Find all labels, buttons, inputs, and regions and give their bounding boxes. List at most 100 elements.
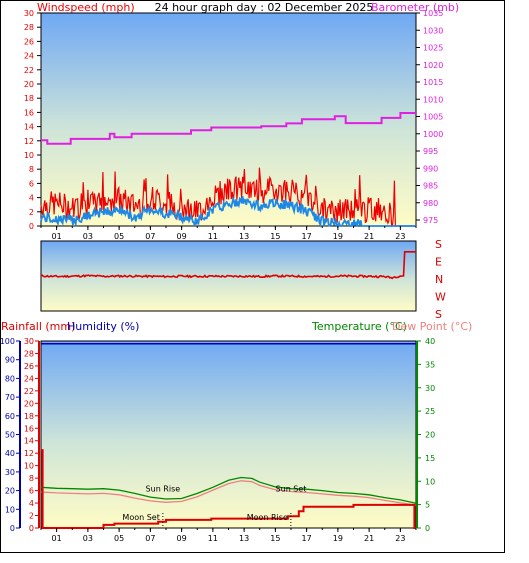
baro-y-tick-label: 1000 xyxy=(423,130,443,139)
thr-x-tick-label: 03 xyxy=(83,534,93,543)
baro-y-tick-label: 1005 xyxy=(423,113,443,122)
rainfall-y-tick-label: 30 xyxy=(24,337,34,346)
temperature-y-tick-label: 0 xyxy=(425,524,430,533)
temperature-y-tick-label: 35 xyxy=(425,360,435,369)
thr-x-tick-label: 13 xyxy=(239,534,249,543)
rainfall-y-tick-label: 2 xyxy=(29,512,34,521)
temperature-y-tick-label: 25 xyxy=(425,407,435,416)
wind-y-tick-label: 22 xyxy=(24,66,34,75)
baro-y-tick-label: 995 xyxy=(423,147,438,156)
rainfall-y-tick-label: 18 xyxy=(24,412,34,421)
wind-x-tick-label: 21 xyxy=(364,232,374,241)
temperature-y-tick-label: 10 xyxy=(425,477,435,486)
humidity-y-tick-label: 0 xyxy=(10,524,15,533)
wind-direction-line xyxy=(40,251,416,280)
baro-y-tick-label: 980 xyxy=(423,199,438,208)
baro-y-tick-label: 1035 xyxy=(423,9,443,18)
thr-panel-background xyxy=(40,340,417,529)
rainfall-y-tick-label: 0 xyxy=(29,524,34,533)
thr-x-tick-label: 11 xyxy=(208,534,218,543)
rainfall-y-tick-label: 26 xyxy=(24,362,34,371)
thr-x-tick-label: 09 xyxy=(177,534,187,543)
temperature-y-tick-label: 20 xyxy=(425,431,435,440)
humidity-axis-title: Humidity (%) xyxy=(67,320,139,333)
rainfall-line xyxy=(41,449,416,529)
rainfall-y-tick-label: 4 xyxy=(29,499,34,508)
moonrise-label: Moon Rise xyxy=(247,513,288,522)
thr-x-tick-label: 05 xyxy=(114,534,124,543)
temperature-axis-title: Temperature (°C) xyxy=(311,320,407,333)
rainfall-y-tick-label: 10 xyxy=(24,462,34,471)
sunset-label: Sun Set xyxy=(276,485,307,494)
baro-y-tick-label: 985 xyxy=(423,182,438,191)
wind-y-tick-label: 20 xyxy=(24,80,34,89)
wind-x-tick-label: 11 xyxy=(208,232,218,241)
direction-label: E xyxy=(435,256,442,269)
wind-y-tick-label: 14 xyxy=(24,123,34,132)
wind-y-tick-label: 8 xyxy=(29,165,34,174)
direction-label: S xyxy=(435,238,442,251)
temperature-y-tick-label: 15 xyxy=(425,454,435,463)
temperature-line xyxy=(40,476,417,504)
temperature-y-tick-label: 30 xyxy=(425,384,435,393)
rainfall-axis-title: Rainfall (mm) xyxy=(1,320,75,333)
sunrise-label: Sun Rise xyxy=(146,485,181,494)
thr-x-tick-label: 19 xyxy=(333,534,343,543)
wind-x-tick-label: 01 xyxy=(52,232,62,241)
wind-y-tick-label: 30 xyxy=(24,9,34,18)
direction-label: W xyxy=(435,291,446,304)
wind-y-tick-label: 6 xyxy=(29,179,34,188)
baro-y-tick-label: 1020 xyxy=(423,61,443,70)
temperature-y-tick-label: 40 xyxy=(425,337,435,346)
humidity-y-tick-label: 20 xyxy=(5,487,15,496)
dewpoint-axis-title: Dew Point (°C) xyxy=(392,320,472,333)
baro-y-tick-label: 1010 xyxy=(423,95,443,104)
thr-x-tick-label: 21 xyxy=(364,534,374,543)
chart-title: 24 hour graph day : 02 December 2025 xyxy=(155,1,374,14)
wind-y-tick-label: 18 xyxy=(24,94,34,103)
baro-y-tick-label: 1015 xyxy=(423,78,443,87)
wind-y-tick-label: 26 xyxy=(24,37,34,46)
humidity-y-tick-label: 70 xyxy=(5,393,15,402)
windspeed-line xyxy=(40,167,416,228)
rainfall-y-tick-label: 20 xyxy=(24,399,34,408)
wind-y-tick-label: 0 xyxy=(29,222,34,231)
humidity-y-tick-label: 90 xyxy=(5,356,15,365)
wind-x-tick-label: 07 xyxy=(145,232,155,241)
direction-label: S xyxy=(435,308,442,321)
humidity-y-tick-label: 60 xyxy=(5,412,15,421)
thr-x-tick-label: 07 xyxy=(145,534,155,543)
barometer-axis-title: Barometer (mb) xyxy=(371,1,459,14)
thr-x-tick-label: 15 xyxy=(270,534,280,543)
windspeed-axis-title: Windspeed (mph) xyxy=(37,1,135,14)
wind-y-tick-label: 28 xyxy=(24,23,34,32)
wind-x-tick-label: 13 xyxy=(239,232,249,241)
rainfall-y-tick-label: 14 xyxy=(24,437,34,446)
wind-x-tick-label: 19 xyxy=(333,232,343,241)
rainfall-y-tick-label: 22 xyxy=(24,387,34,396)
thr-x-tick-label: 23 xyxy=(395,534,405,543)
temperature-y-tick-label: 5 xyxy=(425,501,430,510)
humidity-y-tick-label: 40 xyxy=(5,449,15,458)
rainfall-y-tick-label: 16 xyxy=(24,424,34,433)
wind-x-tick-label: 17 xyxy=(302,232,312,241)
wind-x-tick-label: 09 xyxy=(177,232,187,241)
baro-y-tick-label: 975 xyxy=(423,216,438,225)
baro-y-tick-label: 1025 xyxy=(423,44,443,53)
thr-x-tick-label: 01 xyxy=(52,534,62,543)
wind-y-tick-label: 16 xyxy=(24,108,34,117)
rainfall-y-tick-label: 12 xyxy=(24,449,34,458)
thr-x-tick-label: 17 xyxy=(302,534,312,543)
rainfall-y-tick-label: 6 xyxy=(29,487,34,496)
wind-x-tick-label: 15 xyxy=(270,232,280,241)
baro-y-tick-label: 1030 xyxy=(423,26,443,35)
wind-y-tick-label: 24 xyxy=(24,52,34,61)
rainfall-y-tick-label: 28 xyxy=(24,349,34,358)
wind-y-tick-label: 2 xyxy=(29,208,34,217)
rainfall-y-tick-label: 8 xyxy=(29,474,34,483)
baro-y-tick-label: 990 xyxy=(423,164,438,173)
wind-y-tick-label: 10 xyxy=(24,151,34,160)
barometer-line xyxy=(41,112,416,145)
